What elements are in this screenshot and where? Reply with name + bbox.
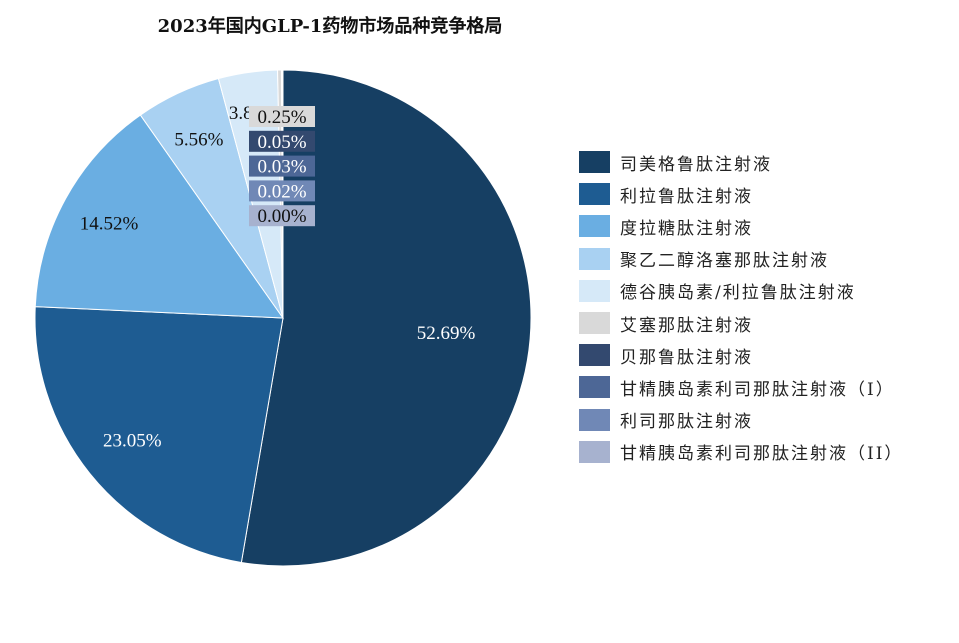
slice-label-6: 0.25% (257, 107, 306, 128)
legend-item-4: 聚乙二醇洛塞那肽注射液 (579, 243, 903, 275)
legend-swatch (579, 440, 610, 463)
legend-swatch (579, 279, 610, 302)
slice-label-7: 0.05% (257, 132, 306, 153)
legend-swatch (579, 247, 610, 270)
legend-label: 甘精胰岛素利司那肽注射液（II） (620, 444, 904, 465)
slice-label-box-10 (249, 205, 315, 227)
slice-label-box-9 (249, 180, 315, 202)
legend-label: 贝那鲁肽注射液 (620, 347, 753, 368)
slice-label-1: 52.69% (417, 323, 476, 344)
legend-label: 艾塞那肽注射液 (620, 315, 753, 336)
legend-item-3: 度拉糖肽注射液 (579, 210, 903, 242)
slice-label-box-6 (249, 106, 315, 127)
legend-swatch (579, 344, 610, 367)
legend-item-7: 贝那鲁肽注射液 (579, 339, 903, 371)
slice-label-2: 23.05% (103, 430, 162, 451)
legend-swatch (579, 312, 610, 335)
slice-label-4: 5.56% (174, 129, 223, 150)
legend-item-6: 艾塞那肽注射液 (579, 307, 903, 339)
legend-label: 德谷胰岛素/利拉鲁肽注射液 (620, 283, 856, 304)
slice-label-9: 0.02% (257, 181, 306, 202)
legend-item-1: 司美格鲁肽注射液 (579, 146, 903, 178)
legend-swatch (579, 151, 610, 174)
legend-item-9: 利司那肽注射液 (579, 404, 903, 436)
slice-label-3: 14.52% (80, 214, 139, 235)
legend-item-10: 甘精胰岛素利司那肽注射液（II） (579, 436, 903, 468)
slice-label-box-8 (249, 155, 315, 177)
chart-title: 2023年国内GLP-1药物市场品种竞争格局 (157, 16, 503, 37)
pie-slice-3 (34, 114, 284, 319)
legend-label: 甘精胰岛素利司那肽注射液（I） (620, 379, 895, 400)
legend-swatch (579, 376, 610, 399)
legend-item-8: 甘精胰岛素利司那肽注射液（I） (579, 371, 903, 403)
legend-label: 聚乙二醇洛塞那肽注射液 (620, 251, 829, 272)
legend-label: 度拉糖肽注射液 (620, 218, 753, 239)
legend-label: 利拉鲁肽注射液 (620, 186, 753, 207)
legend-swatch (579, 215, 610, 238)
slice-label-8: 0.03% (257, 157, 306, 178)
legend-item-5: 德谷胰岛素/利拉鲁肽注射液 (579, 275, 903, 307)
legend-label: 司美格鲁肽注射液 (620, 154, 772, 175)
pie-slice-2 (34, 306, 284, 564)
legend-label: 利司那肽注射液 (620, 412, 753, 433)
legend-swatch (579, 408, 610, 431)
slice-label-10: 0.00% (257, 206, 306, 227)
slice-label-box-7 (249, 130, 315, 152)
legend-item-2: 利拉鲁肽注射液 (579, 178, 903, 210)
legend-swatch (579, 183, 610, 206)
pie-chart: 52.69%23.05%14.52%5.56%3.84%0.25%0.05%0.… (34, 69, 532, 567)
legend: 司美格鲁肽注射液 利拉鲁肽注射液 度拉糖肽注射液聚乙二醇洛塞那肽注射液德谷胰岛素/利… (579, 146, 903, 468)
